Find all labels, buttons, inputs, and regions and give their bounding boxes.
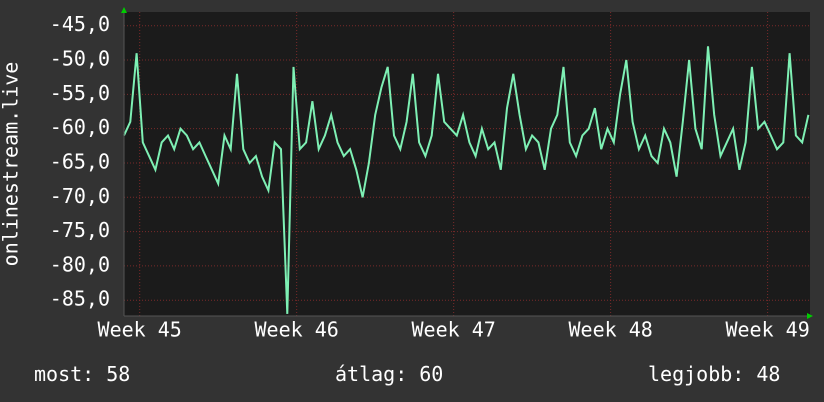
stat-value: 48 [756,362,780,386]
x-tick-label: Week 47 [412,318,496,342]
stat-text: átlag: 60 [335,362,443,386]
axis-arrow [121,7,127,13]
x-tick-label: Week 46 [255,318,339,342]
y-tick-label: -70,0 [50,184,110,208]
stat-value: 60 [419,362,443,386]
x-tick-label: Week 45 [98,318,182,342]
y-tick-label: -85,0 [50,287,110,311]
y-tick-label: -55,0 [50,81,110,105]
plot-area [124,12,810,316]
y-tick-label: -75,0 [50,218,110,242]
y-tick-label: -45,0 [50,12,110,36]
y-tick-label: -60,0 [50,115,110,139]
y-tick-label: -80,0 [50,252,110,276]
x-tick-label: Week 48 [568,318,652,342]
stat-text: most: 58 [34,362,130,386]
stat-value: 58 [106,362,130,386]
stat-label: átlag: [335,362,407,386]
stat-label: legjobb: [648,362,744,386]
x-tick-label: Week 49 [725,318,809,342]
y-tick-label: -65,0 [50,149,110,173]
stat-text: legjobb: 48 [648,362,780,386]
y-axis-label: onlinestream.live [0,62,23,267]
y-tick-label: -50,0 [50,47,110,71]
axis-arrow [807,313,813,319]
series-line [123,46,810,314]
stat-label: most: [34,362,94,386]
